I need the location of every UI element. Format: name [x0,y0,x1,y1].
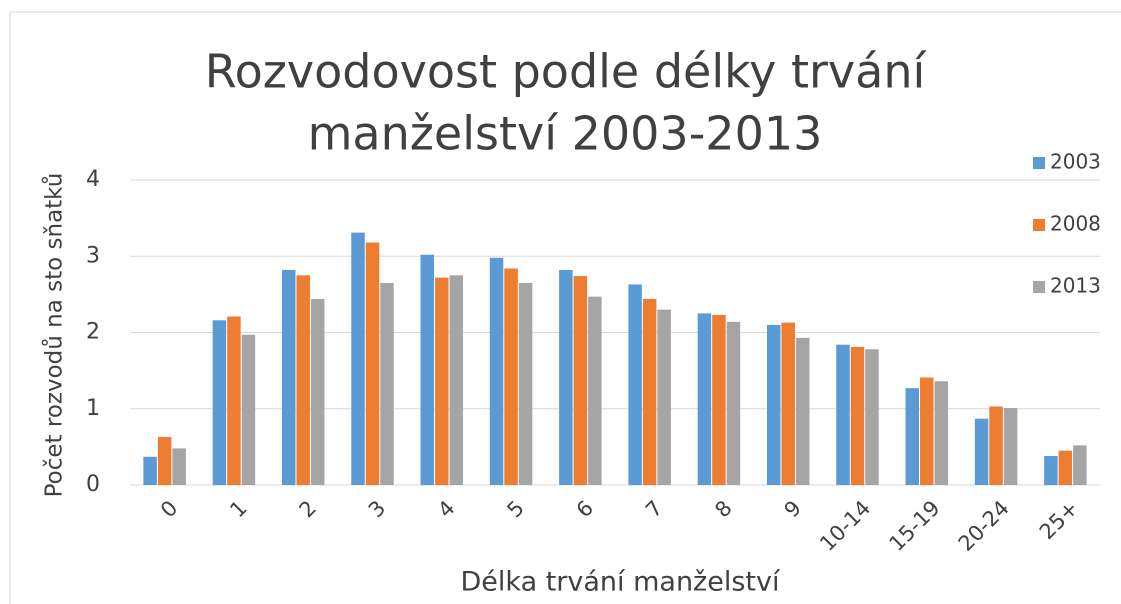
bar [310,298,325,485]
y-axis-title: Počet rozvodů na sto sňatků [41,173,68,498]
y-tick-label: 3 [86,243,100,268]
legend-swatch [1033,157,1045,169]
bar [420,254,435,485]
bar [920,377,934,485]
bar [449,275,464,485]
bar [573,276,588,485]
bar [726,321,741,485]
legend-label: 2008 [1050,212,1101,236]
bar [504,268,518,485]
bar [227,316,241,485]
bar [380,282,394,485]
bar [518,282,533,485]
bar [657,309,671,485]
bar [795,337,810,485]
bar [172,448,186,485]
chart-title: Rozvodovost podle délky trvání [205,45,927,99]
y-tick-label: 2 [86,320,100,345]
y-tick-label: 4 [86,167,100,192]
bar [781,322,795,485]
bar [588,296,602,485]
bar [905,388,920,485]
bar [850,346,865,485]
bar [1058,450,1073,485]
bar [836,344,850,485]
bar [296,275,310,485]
bar [241,334,256,485]
y-tick-label: 0 [86,472,100,497]
y-tick-label: 1 [86,396,100,421]
legend-label: 2003 [1050,150,1101,174]
bar [489,257,504,485]
bar [697,313,712,485]
bar [281,269,296,485]
bar [712,314,726,485]
bar [157,436,172,485]
bar [1073,445,1087,485]
bar [365,242,380,485]
bar [435,277,449,485]
bar [766,324,781,485]
bar [642,298,657,485]
bar [1044,456,1058,485]
bar [974,418,989,485]
bar [212,320,227,485]
legend-swatch [1033,281,1045,293]
x-axis-title: Délka trvání manželství [461,567,781,598]
legend-label: 2013 [1050,274,1101,298]
bar [989,406,1003,485]
bar [143,456,157,485]
bar [865,349,879,485]
bar [628,284,642,485]
bar [934,381,949,485]
bar [1003,407,1018,485]
bar [559,269,573,485]
bar [351,232,365,485]
chart-title: manželství 2003-2013 [308,107,823,161]
legend-swatch [1033,219,1045,231]
